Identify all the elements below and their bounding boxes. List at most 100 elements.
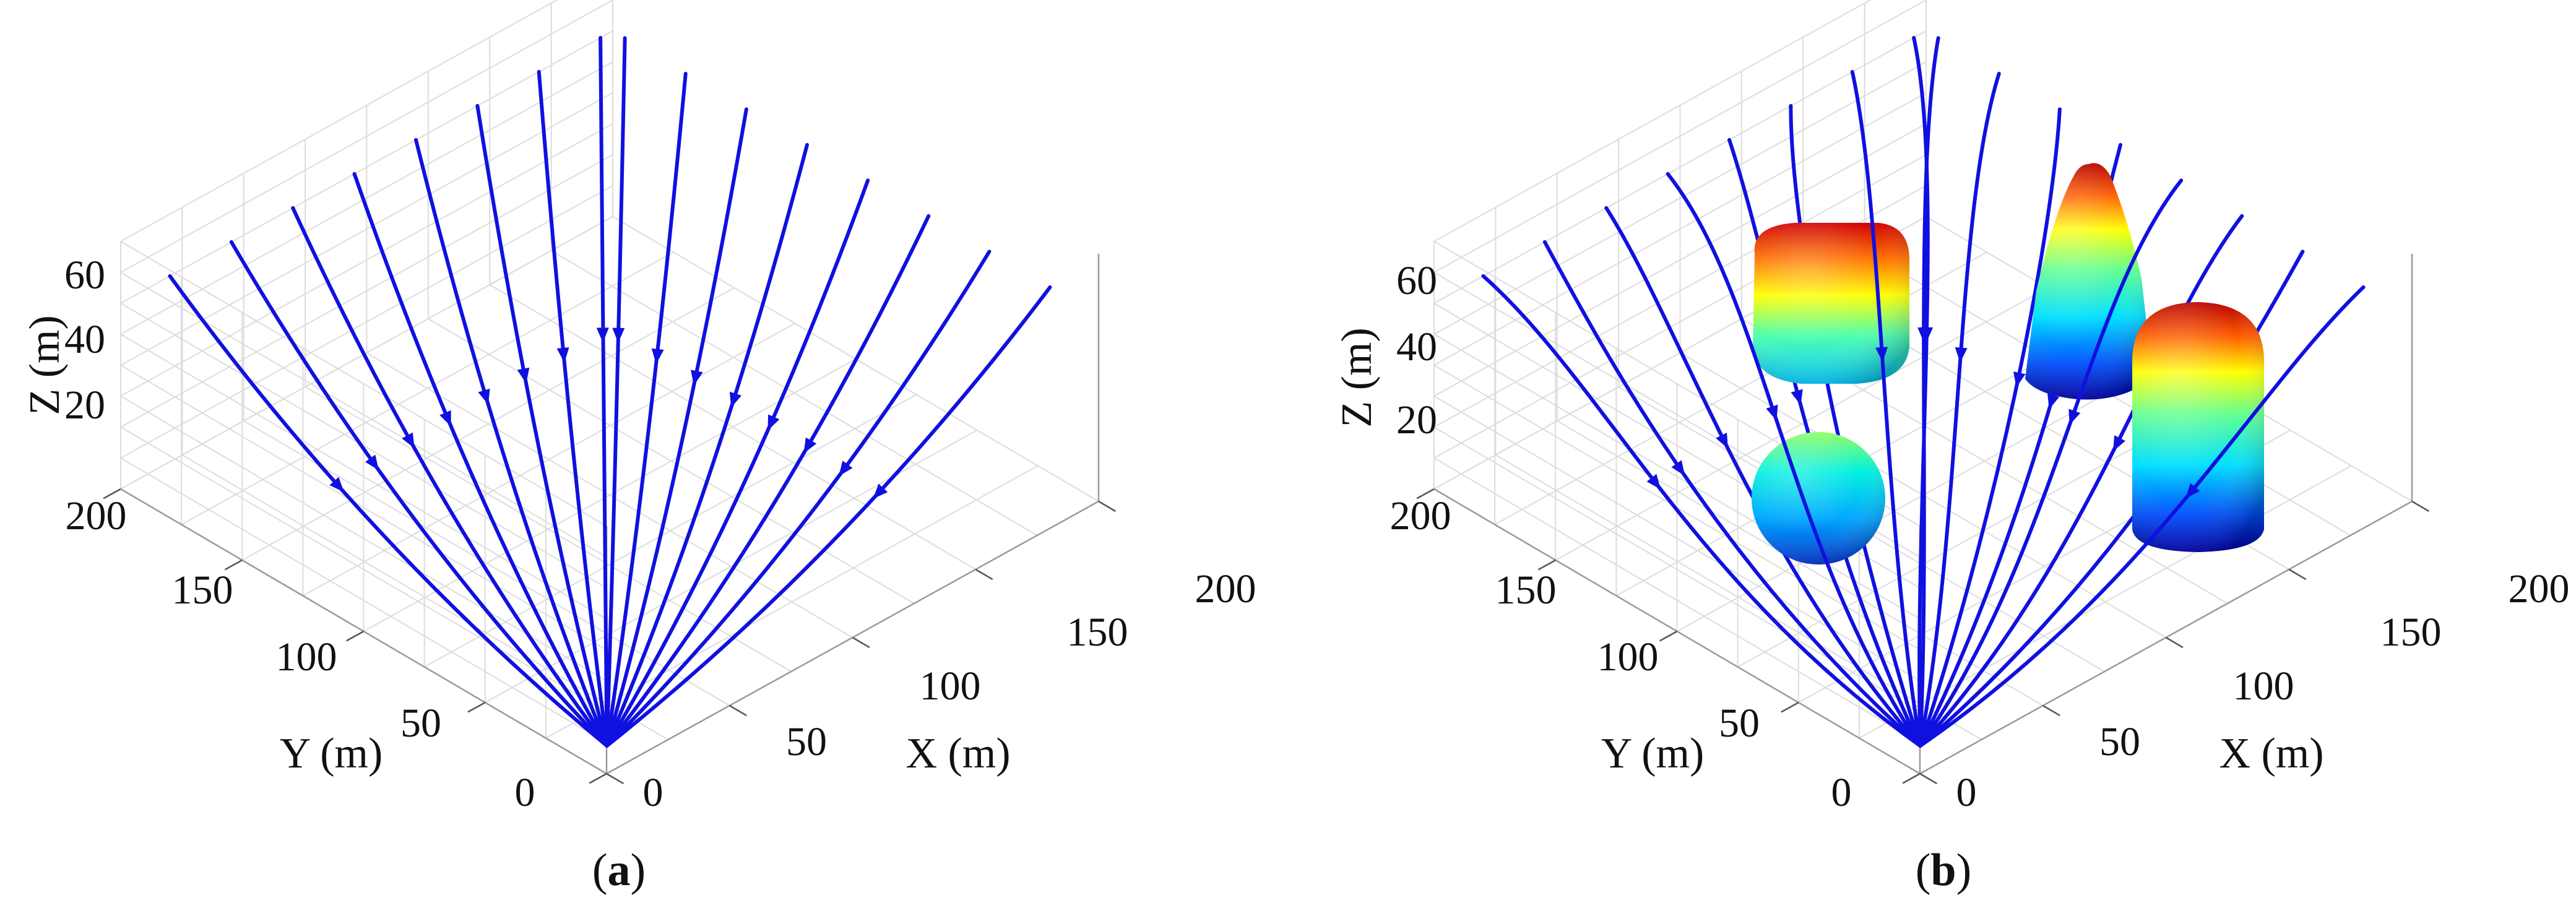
y-axis-label: Y (m) — [1601, 730, 1705, 777]
obstacle-sphere — [1752, 432, 1885, 564]
arrow-head — [1646, 473, 1661, 490]
streamline — [605, 72, 688, 748]
x-axis-label: X (m) — [2219, 730, 2323, 777]
streamline — [414, 138, 609, 748]
panel-a: 0 50 100 150 200 0 50 100 150 200 20 40 … — [21, 0, 1256, 896]
y-tick-label: 100 — [1597, 634, 1659, 680]
z-tick-label: 40 — [64, 317, 105, 362]
arrow-head — [2013, 371, 2026, 387]
x-tick-label: 200 — [2509, 566, 2570, 612]
tick-mark — [1781, 701, 1799, 713]
tick-mark — [729, 704, 747, 717]
z-tick-label: 60 — [1396, 258, 1437, 303]
arrow-head — [2047, 393, 2060, 410]
y-tick-label: 150 — [172, 568, 233, 613]
streamline — [1789, 104, 1922, 748]
y-tick-label: 100 — [276, 634, 337, 680]
streamline — [599, 36, 609, 748]
x-axis-label: X (m) — [905, 730, 1010, 777]
x-tick-label: 0 — [1956, 770, 1977, 815]
arrow-head — [2113, 435, 2125, 452]
panel-a-grid — [103, 0, 1117, 785]
arrow-head — [2068, 409, 2081, 425]
streamline — [352, 172, 609, 748]
streamline — [605, 214, 931, 748]
arrow-head — [596, 327, 609, 343]
z-axis-label: Z (m) — [21, 315, 69, 415]
streamline — [1918, 72, 2001, 748]
streamline — [475, 104, 609, 748]
arrow-head — [1875, 347, 1888, 363]
tick-mark — [589, 772, 607, 784]
arrow-head — [329, 477, 344, 493]
arrow-head — [1671, 460, 1685, 476]
arrow-head — [1766, 404, 1778, 421]
tick-mark — [975, 568, 993, 581]
grid-line — [428, 318, 915, 604]
panel-a-streamlines — [168, 36, 1052, 748]
streamline — [605, 107, 748, 748]
arrow-head — [402, 432, 415, 449]
y-tick-label: 200 — [66, 493, 127, 538]
tick-mark — [1659, 630, 1678, 642]
streamline — [605, 249, 992, 748]
obstacle-cone — [2025, 163, 2153, 400]
arrow-head — [365, 454, 379, 470]
streamline — [537, 70, 609, 748]
x-tick-label: 50 — [2099, 719, 2140, 764]
panel-b-z-ticks: 20 40 60 — [1396, 258, 1437, 443]
arrow-head — [729, 391, 742, 408]
panel-b-caption: (b) — [1916, 845, 1971, 896]
arrow-head — [612, 327, 625, 343]
tick-mark — [224, 559, 243, 571]
streamline — [1666, 172, 1922, 748]
tick-mark — [606, 772, 625, 785]
x-tick-label: 150 — [1067, 610, 1128, 655]
tick-mark — [2288, 568, 2307, 581]
obstacles — [1752, 163, 2264, 564]
streamline — [291, 206, 609, 748]
arrow-head — [1921, 327, 1934, 342]
obstacle-rounded-box — [1753, 223, 1909, 384]
x-tick-label: 50 — [786, 719, 827, 764]
tick-mark — [467, 701, 486, 713]
arrow-head — [651, 348, 664, 364]
x-tick-label: 100 — [920, 664, 981, 709]
streamline — [1918, 107, 2062, 748]
z-tick-label: 20 — [1396, 397, 1437, 443]
panel-a-caption: (a) — [592, 845, 646, 896]
arrow-head — [478, 388, 490, 405]
tick-mark — [1902, 772, 1921, 784]
tick-mark — [2165, 636, 2184, 649]
panel-b: 0 50 100 150 200 0 50 100 150 200 20 40 … — [1333, 0, 2570, 896]
grid-line — [489, 284, 976, 570]
streamline — [1918, 36, 1940, 748]
arrow-head — [1791, 389, 1803, 405]
tick-mark — [852, 636, 870, 649]
tick-mark — [1098, 500, 1117, 512]
tick-mark — [1416, 488, 1435, 499]
arrow-head — [691, 370, 703, 386]
streamline — [605, 143, 809, 748]
grid-line — [551, 250, 1038, 536]
arrow-head — [1955, 347, 1968, 363]
tick-mark — [2042, 704, 2060, 717]
x-tick-label: 100 — [2233, 664, 2294, 709]
streamline — [1604, 206, 1922, 748]
streamline — [605, 36, 627, 748]
x-tick-label: 150 — [2380, 610, 2442, 655]
streamline — [1727, 138, 1922, 748]
panel-b-streamlines-front — [1481, 70, 2366, 748]
y-axis-label: Y (m) — [280, 730, 383, 777]
z-tick-label: 20 — [64, 383, 105, 428]
tick-mark — [346, 630, 365, 642]
streamline — [1850, 70, 1922, 748]
x-tick-label: 0 — [643, 770, 663, 815]
arrow-head — [517, 367, 530, 384]
panel-a-x-ticks: 0 50 100 150 200 — [643, 566, 1256, 815]
arrow-head — [556, 347, 569, 363]
arrow-head — [873, 483, 888, 499]
arrow-head — [767, 414, 780, 431]
tick-mark — [2411, 500, 2430, 512]
arrow-head — [803, 437, 817, 454]
